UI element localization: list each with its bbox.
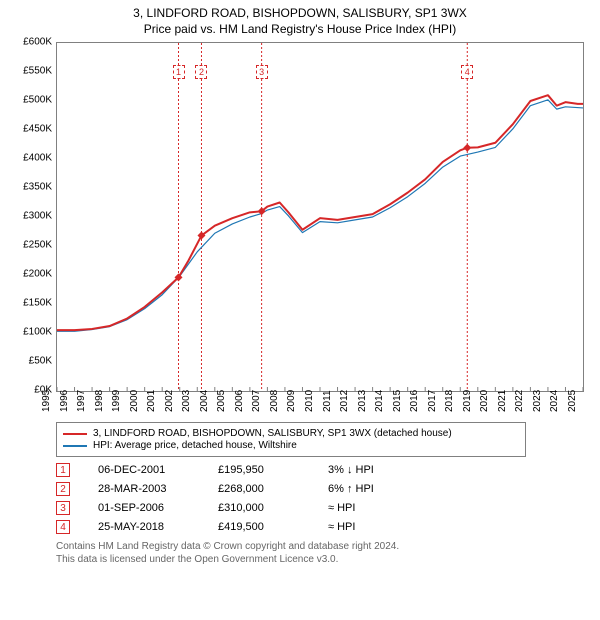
x-axis-label: 2007: [251, 390, 262, 412]
legend-label: 3, LINDFORD ROAD, BISHOPDOWN, SALISBURY,…: [93, 428, 452, 439]
transaction-price: £268,000: [218, 483, 328, 495]
x-axis-label: 2022: [514, 390, 525, 412]
transaction-price: £310,000: [218, 502, 328, 514]
x-axis-label: 1999: [111, 390, 122, 412]
x-axis-label: 2000: [129, 390, 140, 412]
y-axis-label: £600K: [23, 37, 52, 48]
y-axis-label: £150K: [23, 298, 52, 309]
transaction-delta: ≈ HPI: [328, 521, 448, 533]
transaction-date: 01-SEP-2006: [98, 502, 218, 514]
x-axis-label: 2008: [269, 390, 280, 412]
x-axis-label: 2002: [164, 390, 175, 412]
transaction-date: 25-MAY-2018: [98, 521, 218, 533]
chart-subtitle: Price paid vs. HM Land Registry's House …: [10, 22, 590, 36]
transaction-row: 3 01-SEP-2006£310,000≈ HPI: [56, 501, 526, 515]
x-axis-label: 1996: [58, 390, 69, 412]
x-axis-label: 2024: [549, 390, 560, 412]
transaction-row: 1 06-DEC-2001£195,9503% ↓ HPI: [56, 463, 526, 477]
x-axis-label: 2020: [479, 390, 490, 412]
x-axis-label: 2014: [374, 390, 385, 412]
transaction-delta: 3% ↓ HPI: [328, 464, 448, 476]
transaction-delta: ≈ HPI: [328, 502, 448, 514]
y-axis-label: £450K: [23, 124, 52, 135]
x-axis-label: 2013: [356, 390, 367, 412]
x-axis-label: 2011: [322, 390, 333, 412]
y-axis-label: £300K: [23, 211, 52, 222]
transactions-table: 1 06-DEC-2001£195,9503% ↓ HPI 2 28-MAR-2003…: [56, 463, 526, 534]
price-chart: £0K£50K£100K£150K£200K£250K£300K£350K£40…: [10, 42, 590, 412]
chart-legend: 3, LINDFORD ROAD, BISHOPDOWN, SALISBURY,…: [56, 422, 526, 457]
transaction-date: 28-MAR-2003: [98, 483, 218, 495]
sale-marker: 3: [256, 65, 268, 79]
transaction-date: 06-DEC-2001: [98, 464, 218, 476]
transaction-marker: 4: [56, 520, 70, 534]
legend-item: HPI: Average price, detached house, Wilt…: [63, 440, 519, 451]
x-axis-label: 1995: [41, 390, 52, 412]
x-axis-label: 2009: [286, 390, 297, 412]
y-axis-label: £250K: [23, 240, 52, 251]
transaction-row: 4 25-MAY-2018£419,500≈ HPI: [56, 520, 526, 534]
y-axis-label: £350K: [23, 182, 52, 193]
address-title: 3, LINDFORD ROAD, BISHOPDOWN, SALISBURY,…: [10, 6, 590, 20]
x-axis-label: 2016: [409, 390, 420, 412]
x-axis-label: 2025: [567, 390, 578, 412]
y-axis-label: £550K: [23, 66, 52, 77]
x-axis-label: 2012: [339, 390, 350, 412]
x-axis-label: 2001: [146, 390, 157, 412]
x-axis-label: 2023: [532, 390, 543, 412]
x-axis-label: 2017: [427, 390, 438, 412]
x-axis-label: 2015: [392, 390, 403, 412]
x-axis-label: 2010: [304, 390, 315, 412]
transaction-price: £419,500: [218, 521, 328, 533]
y-axis-label: £500K: [23, 95, 52, 106]
x-axis-label: 2003: [181, 390, 192, 412]
sale-marker: 1: [173, 65, 185, 79]
x-axis-label: 2005: [216, 390, 227, 412]
transaction-delta: 6% ↑ HPI: [328, 483, 448, 495]
x-axis-label: 2019: [462, 390, 473, 412]
transaction-marker: 3: [56, 501, 70, 515]
data-attribution: Contains HM Land Registry data © Crown c…: [56, 540, 590, 566]
legend-label: HPI: Average price, detached house, Wilt…: [93, 440, 297, 451]
x-axis-label: 2004: [199, 390, 210, 412]
sale-marker: 2: [195, 65, 207, 79]
y-axis-label: £100K: [23, 327, 52, 338]
transaction-row: 2 28-MAR-2003£268,0006% ↑ HPI: [56, 482, 526, 496]
transaction-marker: 2: [56, 482, 70, 496]
sale-marker: 4: [461, 65, 473, 79]
y-axis-label: £200K: [23, 269, 52, 280]
legend-swatch: [63, 433, 87, 435]
x-axis-label: 2021: [497, 390, 508, 412]
y-axis-label: £400K: [23, 153, 52, 164]
x-axis-label: 1997: [76, 390, 87, 412]
legend-item: 3, LINDFORD ROAD, BISHOPDOWN, SALISBURY,…: [63, 428, 519, 439]
footer-line-1: Contains HM Land Registry data © Crown c…: [56, 540, 590, 553]
footer-line-2: This data is licensed under the Open Gov…: [56, 553, 590, 566]
x-axis-label: 2006: [234, 390, 245, 412]
transaction-price: £195,950: [218, 464, 328, 476]
x-axis-label: 1998: [93, 390, 104, 412]
transaction-marker: 1: [56, 463, 70, 477]
y-axis-label: £50K: [29, 356, 52, 367]
x-axis-label: 2018: [444, 390, 455, 412]
legend-swatch: [63, 445, 87, 447]
